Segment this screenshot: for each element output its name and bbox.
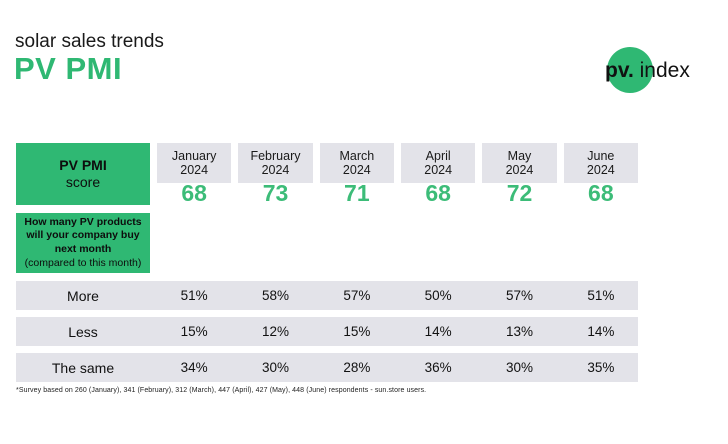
value-cell: 57% [343, 288, 371, 303]
pmi-score-february: 73 [262, 180, 289, 206]
survey-question-box: How many PV products will your company b… [16, 213, 150, 273]
value-cell: 14% [424, 324, 452, 339]
month-year: 2024 [505, 163, 534, 177]
value-cell: 58% [261, 288, 289, 303]
pmi-score-april: 68 [425, 180, 451, 206]
month-header-march: March 2024 [319, 143, 394, 183]
logo-pv-text: pv. [605, 59, 634, 82]
month-header-january: January 2024 [157, 143, 232, 183]
row-label-more: More [67, 287, 99, 304]
logo-text: pv. index [605, 59, 690, 83]
month-header-june: June 2024 [563, 143, 638, 183]
value-cell: 15% [343, 324, 371, 339]
score-label-sub: score [65, 174, 101, 190]
pmi-score-march: 71 [344, 180, 370, 206]
value-cell: 28% [343, 360, 371, 375]
pmi-score-june: 68 [588, 180, 614, 206]
month-name: January [171, 148, 217, 163]
month-header-april: April 2024 [401, 143, 476, 183]
value-cell: 15% [180, 324, 208, 339]
value-cell: 30% [505, 360, 533, 375]
value-cell: 57% [505, 288, 533, 303]
month-name: May [507, 148, 532, 163]
value-cell: 36% [424, 360, 452, 375]
month-header-february: February 2024 [238, 143, 313, 183]
value-cell: 51% [180, 288, 208, 303]
month-name: March [339, 148, 375, 163]
pmi-score-may: 72 [506, 180, 533, 206]
month-year: 2024 [342, 163, 371, 177]
value-cell: 12% [261, 324, 289, 339]
table-row-more: More 51% 58% 57% 50% 57% 51% [16, 281, 638, 310]
row-label-the-same: The same [51, 359, 115, 376]
row-label-less: Less [68, 323, 98, 340]
month-name: February [250, 148, 301, 163]
value-cell: 34% [180, 360, 208, 375]
month-year: 2024 [261, 163, 290, 177]
report-subtitle: solar sales trends [15, 31, 164, 52]
month-year: 2024 [424, 163, 453, 177]
table-row-less: Less 15% 12% 15% 14% 13% 14% [16, 317, 638, 346]
pv-pmi-score-label-box: PV PMI score [16, 143, 150, 205]
pmi-table: PV PMI score January 2024 February 2024 … [16, 143, 638, 382]
logo-index-text: index [639, 59, 690, 82]
page-title: PV PMI [14, 51, 123, 86]
month-header-may: May 2024 [482, 143, 557, 183]
value-cell: 50% [424, 288, 452, 303]
table-row-the-same: The same 34% 30% 28% 36% 30% 35% [16, 353, 638, 382]
value-cell: 14% [587, 324, 615, 339]
pv-index-logo: pv. index [598, 44, 714, 96]
survey-question-text: How many PV products will your company b… [24, 215, 142, 255]
month-name: April [425, 148, 451, 163]
logo-circle-icon [607, 47, 653, 93]
table-header-section: PV PMI score January 2024 February 2024 … [16, 143, 638, 205]
month-year: 2024 [180, 163, 209, 177]
question-row: How many PV products will your company b… [16, 213, 638, 273]
value-cell: 35% [587, 360, 615, 375]
survey-footnote: *Survey based on 260 (January), 341 (Feb… [16, 387, 427, 394]
month-year: 2024 [586, 163, 615, 177]
month-name: June [587, 148, 615, 163]
value-cell: 51% [587, 288, 615, 303]
survey-question-note: (compared to this month) [24, 256, 142, 269]
value-cell: 13% [505, 324, 533, 339]
value-cell: 30% [261, 360, 289, 375]
score-label-bold: PV PMI [59, 156, 107, 173]
pmi-score-january: 68 [181, 180, 207, 206]
